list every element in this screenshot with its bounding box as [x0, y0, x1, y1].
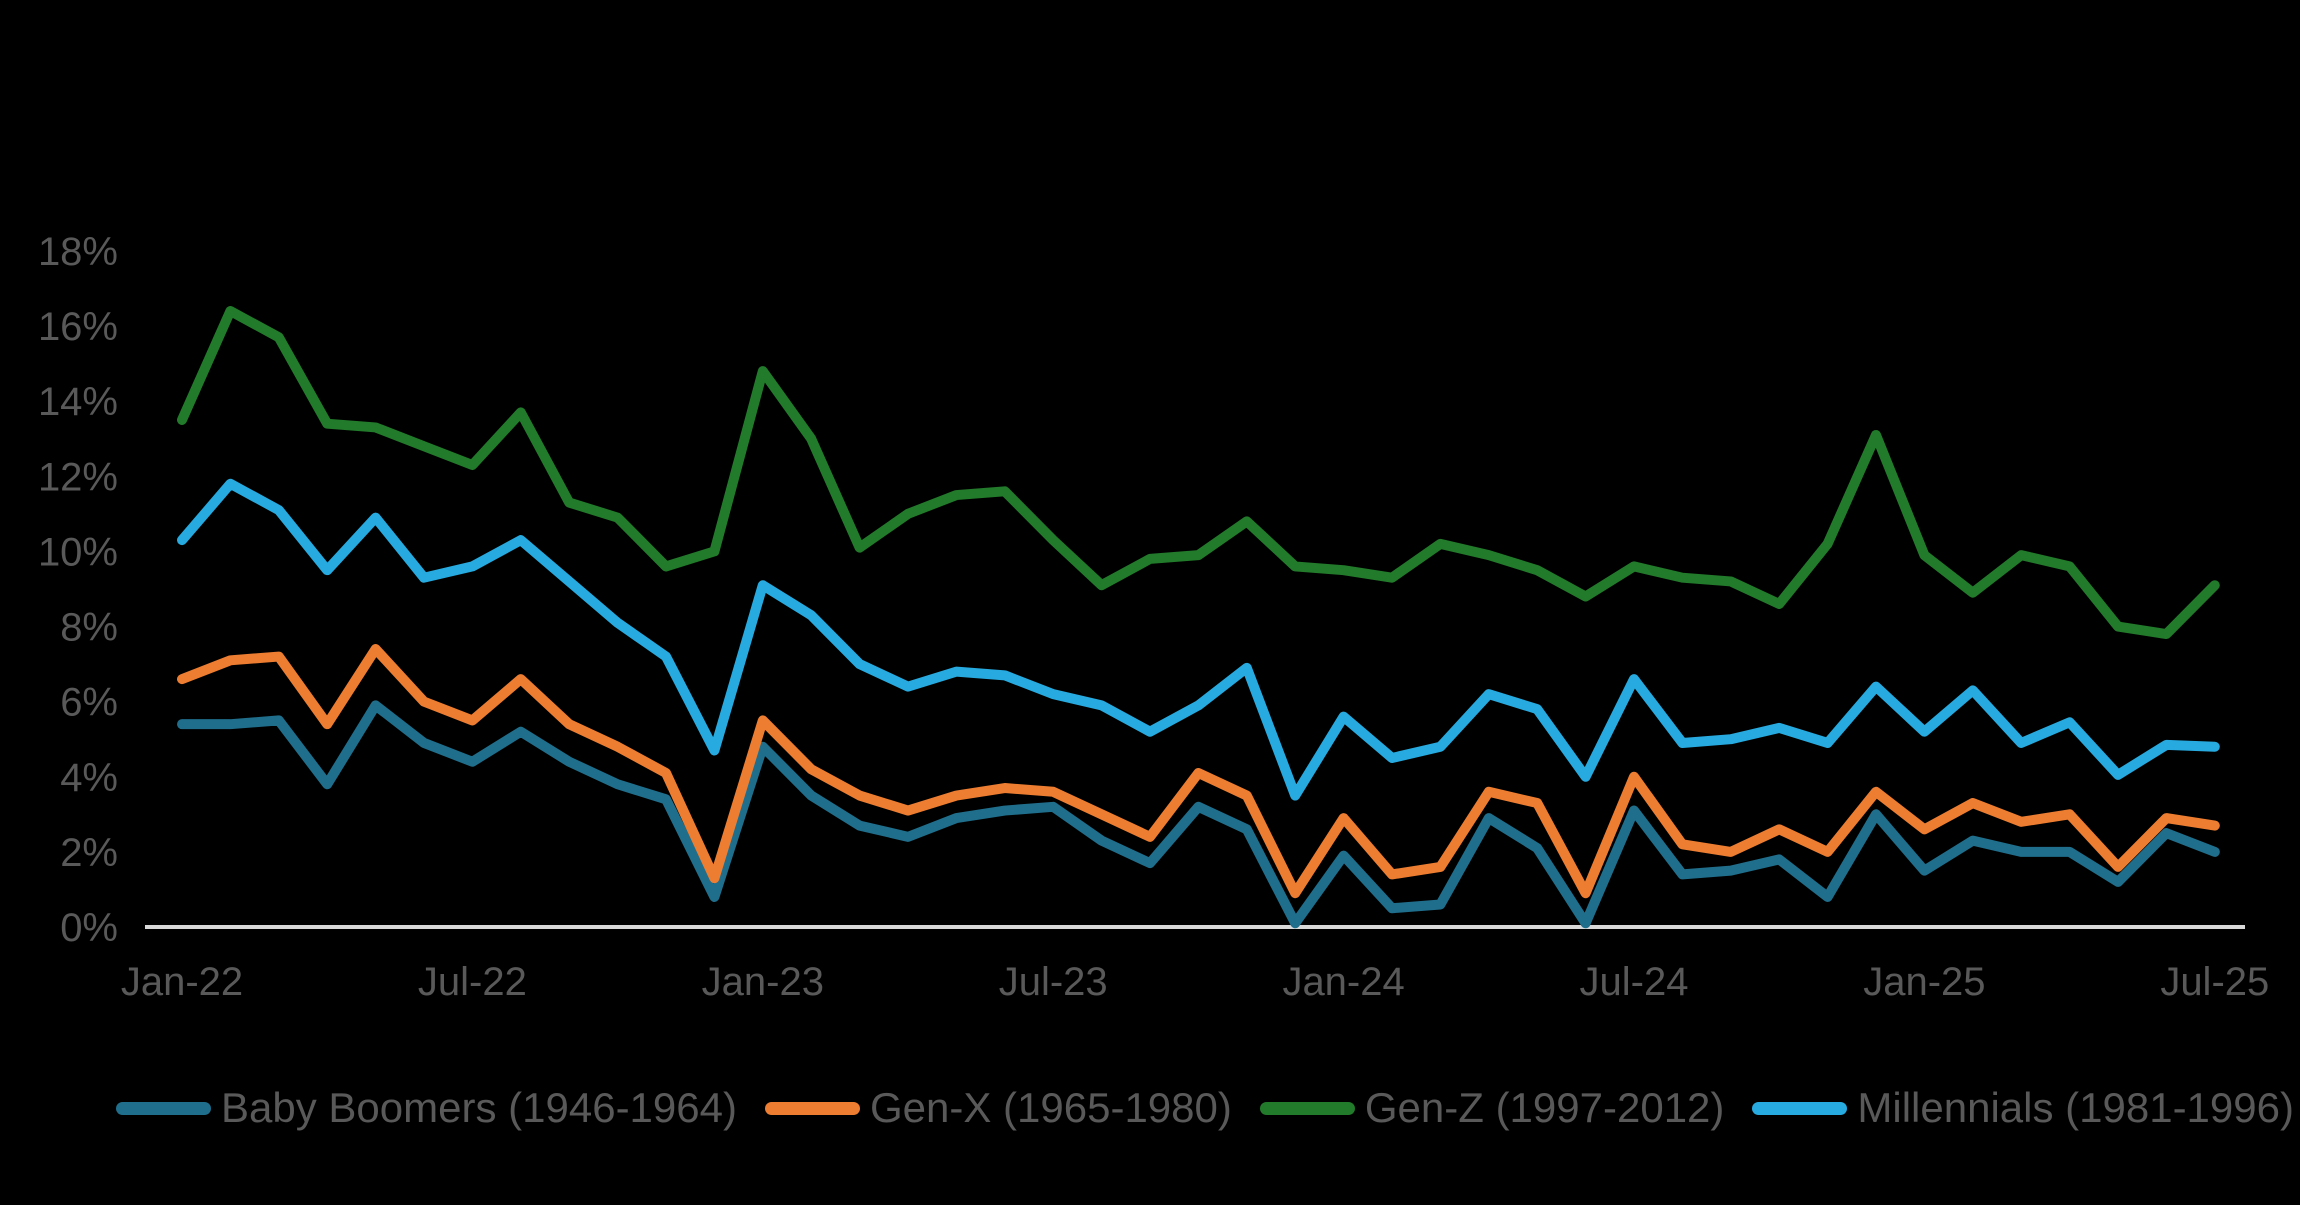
legend-label: Millennials (1981-1996) [1857, 1084, 2294, 1131]
series-line-millennials [177, 478, 2220, 801]
x-axis-tick-label: Jan-25 [1863, 960, 1985, 1004]
series-line-baby [177, 700, 2220, 929]
y-axis-tick-label: 4% [60, 756, 118, 800]
y-axis-tick-label: 14% [38, 380, 118, 424]
series-line-gen-z [177, 306, 2220, 640]
legend-swatch-icon [1752, 1101, 1848, 1115]
legend-item-3: Millennials (1981-1996) [1752, 1087, 2294, 1129]
y-axis-tick-label: 18% [38, 230, 118, 274]
y-axis-tick-label: 16% [38, 305, 118, 349]
x-axis-tick-label: Jul-23 [999, 960, 1108, 1004]
y-axis-tick-label: 6% [60, 681, 118, 725]
y-axis-tick-label: 12% [38, 455, 118, 499]
x-axis-tick-label: Jan-24 [1282, 960, 1404, 1004]
legend-item-2: Gen-Z (1997-2012) [1259, 1084, 1725, 1131]
x-axis-tick-label: Jan-23 [702, 960, 824, 1004]
x-axis-tick-label: Jul-25 [2160, 960, 2269, 1004]
legend-swatch-icon [1259, 1101, 1355, 1115]
legend-item-1: Gen-X (1965-1980) [764, 1084, 1232, 1131]
y-axis-tick-label: 8% [60, 606, 118, 650]
legend-label: Gen-X (1965-1980) [869, 1084, 1232, 1131]
legend: Baby Boomers (1946-1964) Gen-X (1965-1980… [0, 1078, 2300, 1138]
legend-item-0: Baby Boomers (1946-1964) [116, 1087, 737, 1129]
x-axis-tick-label: Jul-22 [418, 960, 527, 1004]
y-axis-tick-label: 0% [60, 906, 118, 950]
legend-label: Baby Boomers (1946-1964) [221, 1084, 737, 1131]
x-axis-tick-label: Jan-22 [121, 960, 243, 1004]
legend-label: Gen-Z (1997-2012) [1364, 1084, 1725, 1131]
legend-swatch-icon [116, 1101, 212, 1115]
x-axis-tick-label: Jul-24 [1580, 960, 1689, 1004]
legend-swatch-icon [764, 1101, 860, 1115]
y-axis-tick-label: 2% [60, 831, 118, 875]
series-line-gen-x [177, 644, 2220, 899]
y-axis-tick-label: 10% [38, 530, 118, 574]
